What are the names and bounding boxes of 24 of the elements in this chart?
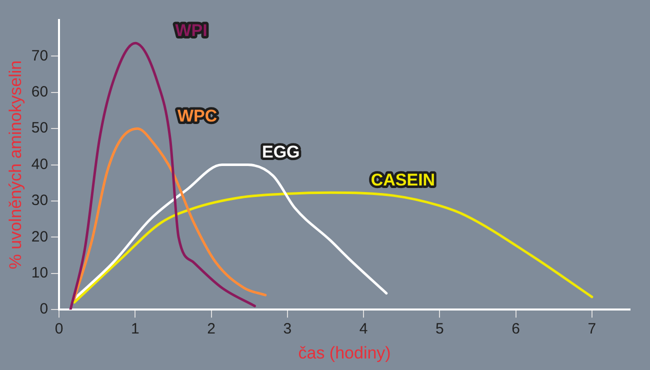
y-tick-label: 60 (31, 84, 48, 101)
x-tick-label: 6 (512, 320, 520, 338)
series-label: CASEIN (370, 170, 436, 190)
series-label: WPI (175, 20, 208, 40)
x-tick-label: 7 (588, 320, 596, 338)
line-series (69, 42, 256, 310)
x-tick-label: 3 (283, 320, 292, 338)
x-tick-label: 1 (131, 320, 140, 338)
y-axis-title: % uvolněných aminokyselin (6, 60, 25, 270)
series-label: WPC (177, 106, 218, 126)
y-tick-label: 0 (40, 300, 48, 318)
x-tick-label: 2 (207, 320, 216, 338)
x-tick-label: 5 (436, 320, 444, 338)
x-tick-label: 0 (54, 320, 64, 338)
y-tick-label: 40 (31, 156, 48, 173)
series-label: EGG (262, 142, 300, 162)
x-axis-title: čas (hodiny) (298, 343, 391, 362)
y-tick-label: 10 (31, 264, 48, 282)
line-series (73, 191, 594, 304)
y-tick-label: 30 (31, 192, 48, 210)
x-tick-label: 4 (359, 320, 368, 338)
y-tick-label: 20 (31, 228, 48, 246)
y-tick-label: 50 (31, 120, 48, 137)
y-tick-label: 70 (31, 47, 48, 64)
